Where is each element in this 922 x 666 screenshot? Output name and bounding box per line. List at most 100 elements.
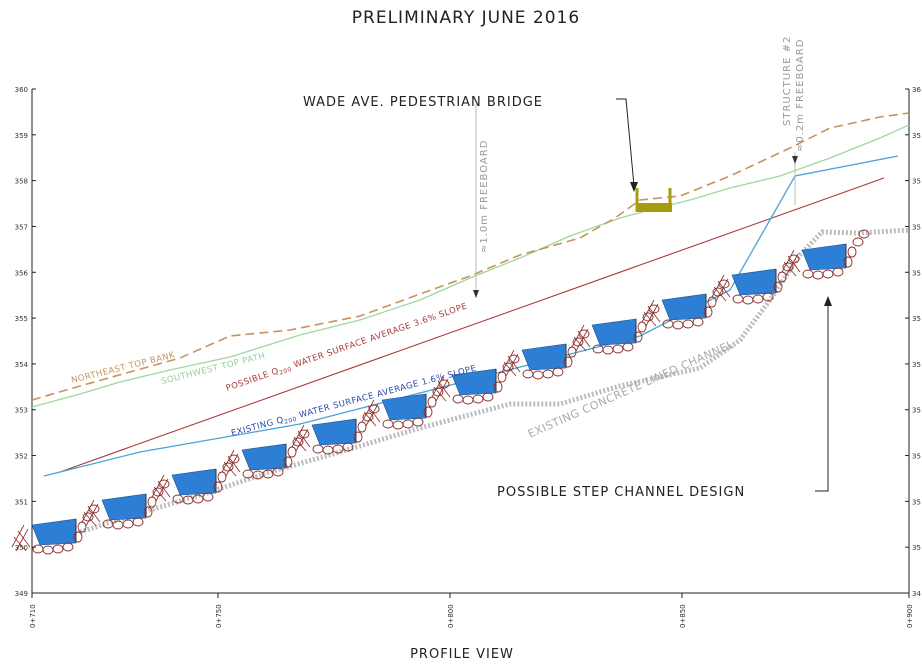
y-tick-label-right: 35 xyxy=(912,178,921,186)
rock xyxy=(147,496,157,508)
y-tick-label-left: 356 xyxy=(15,269,29,277)
rock xyxy=(773,281,783,293)
riprap-hatch xyxy=(291,424,311,452)
y-tick-label-left: 349 xyxy=(15,590,28,598)
freeboard-1-label: ≈1.0m FREEBOARD xyxy=(479,140,490,253)
rock xyxy=(287,446,297,458)
y-tick-label-right: 36 xyxy=(912,86,921,94)
rock xyxy=(752,294,764,304)
southwest-top-path-line xyxy=(31,124,910,408)
rock xyxy=(112,520,124,530)
y-tick-label-right: 35 xyxy=(912,498,921,506)
x-tick-label: 0+750 xyxy=(215,604,223,628)
rock xyxy=(357,421,367,433)
rock xyxy=(52,544,64,554)
possible-q200-water-surface-line xyxy=(59,177,885,473)
rock xyxy=(852,237,864,247)
pedestrian-bridge xyxy=(635,188,672,212)
y-tick-label-right: 35 xyxy=(912,132,921,140)
rock xyxy=(342,442,354,452)
step-pool xyxy=(381,393,427,421)
freeboard-2-arrow xyxy=(792,156,798,164)
rock xyxy=(332,444,344,454)
rock xyxy=(502,362,514,372)
y-tick-label-left: 350 xyxy=(15,544,28,552)
rock xyxy=(262,469,274,479)
y-tick-label-left: 357 xyxy=(15,223,28,231)
y-tick-label-left: 359 xyxy=(15,132,28,140)
riprap-hatch xyxy=(221,449,241,477)
riprap-hatch xyxy=(431,374,451,402)
rock xyxy=(782,262,794,272)
rock xyxy=(322,445,334,455)
rock xyxy=(213,481,223,493)
bridge-leader-line xyxy=(616,98,635,187)
step-channel-callout: POSSIBLE STEP CHANNEL DESIGN xyxy=(497,485,745,500)
northeast-top-bank-line xyxy=(31,112,910,401)
bridge-arrowhead xyxy=(630,182,638,192)
rock xyxy=(73,531,83,543)
x-axis-ticks: 0+710 0+750 0+800 0+850 0+900 xyxy=(29,593,914,628)
rock xyxy=(703,306,713,318)
rock xyxy=(847,246,857,258)
rock xyxy=(122,519,134,529)
step-arrowhead xyxy=(824,296,832,306)
rock xyxy=(152,487,164,497)
view-label: PROFILE VIEW xyxy=(410,647,514,662)
rock xyxy=(172,494,184,504)
rock xyxy=(802,269,814,279)
step-pool xyxy=(101,493,147,521)
rock xyxy=(572,337,584,347)
step-pool xyxy=(241,443,287,471)
rock xyxy=(497,371,507,383)
step-leader-line xyxy=(815,302,829,492)
riprap-hatch xyxy=(781,249,801,277)
rock xyxy=(858,229,870,239)
rock xyxy=(692,317,704,327)
rock xyxy=(552,367,564,377)
rock xyxy=(563,356,573,368)
rock xyxy=(362,412,374,422)
rock xyxy=(382,419,394,429)
structure-2-label: STRUCTURE #2 xyxy=(782,36,793,126)
rock xyxy=(353,431,363,443)
rock xyxy=(622,342,634,352)
rock xyxy=(472,394,484,404)
rock xyxy=(312,444,324,454)
step-pool xyxy=(591,318,637,346)
rock xyxy=(432,387,444,397)
y-tick-label-right: 35 xyxy=(912,223,921,231)
rock xyxy=(672,320,684,330)
step-pool xyxy=(31,518,77,546)
rock xyxy=(642,312,654,322)
rock xyxy=(202,492,214,502)
rock xyxy=(832,267,844,277)
y-tick-label-right: 35 xyxy=(912,361,921,369)
x-tick-label: 0+850 xyxy=(679,604,687,628)
rock xyxy=(252,470,264,480)
rock xyxy=(633,331,643,343)
rock xyxy=(762,292,774,302)
y-tick-label-left: 351 xyxy=(15,498,28,506)
rock xyxy=(493,381,503,393)
rock xyxy=(272,467,284,477)
rock xyxy=(452,394,464,404)
y-axis-ticks: 360 36 359 35 358 35 357 35 356 35 355 35 354 35 353 35… xyxy=(15,86,922,598)
step-pool xyxy=(311,418,357,446)
rock xyxy=(77,521,87,533)
step-pool xyxy=(731,268,777,296)
rock xyxy=(32,544,44,554)
y-tick-label-left: 353 xyxy=(15,407,28,415)
y-tick-label-right: 34 xyxy=(912,590,921,598)
riprap-hatch xyxy=(11,524,31,552)
rock xyxy=(542,369,554,379)
rock xyxy=(822,269,834,279)
rock xyxy=(567,346,577,358)
riprap-hatch xyxy=(501,349,521,377)
rock xyxy=(143,506,153,518)
riprap-hatch xyxy=(711,274,731,302)
y-tick-label-left: 355 xyxy=(15,315,28,323)
rock xyxy=(482,392,494,402)
riprap-hatch xyxy=(151,474,171,502)
